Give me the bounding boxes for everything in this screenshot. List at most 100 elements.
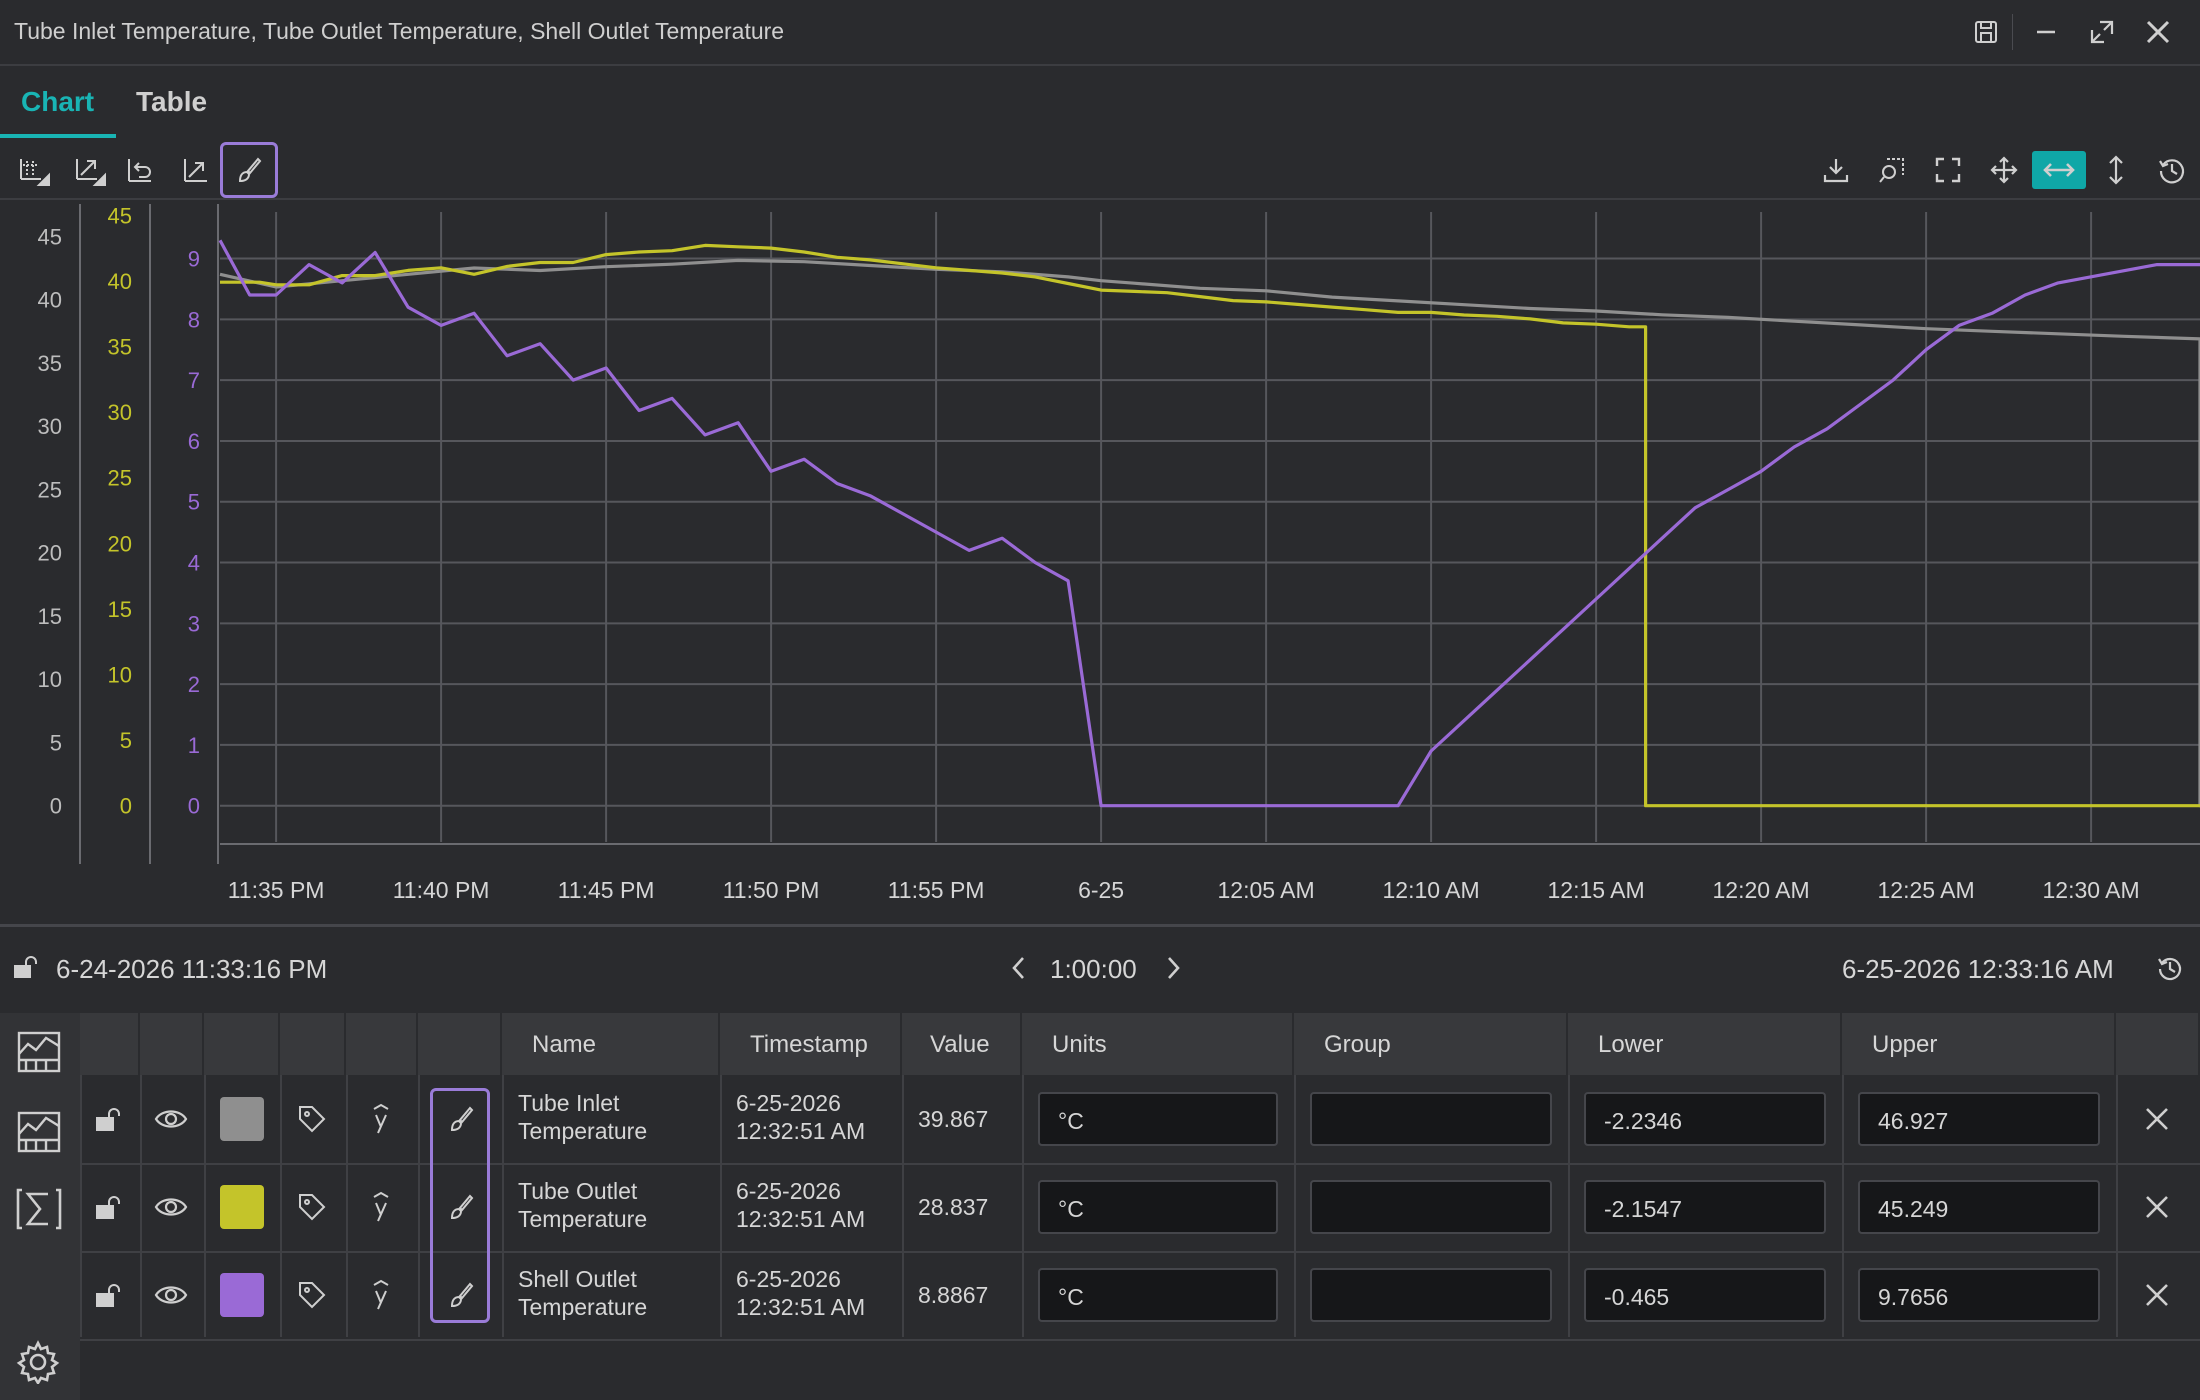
tab-chart[interactable]: Chart xyxy=(21,86,95,117)
header-upper[interactable]: Upper xyxy=(1842,1013,2116,1075)
chevron-right-icon[interactable] xyxy=(1160,954,1186,987)
estimate-icon[interactable] xyxy=(368,1191,394,1228)
chart-grid-icon[interactable] xyxy=(16,1110,62,1159)
header-timestamp[interactable]: Timestamp xyxy=(720,1013,902,1075)
units-field[interactable]: °C xyxy=(1038,1268,1278,1322)
group-field[interactable] xyxy=(1310,1268,1552,1322)
lower-field[interactable]: -2.2346 xyxy=(1584,1092,1826,1146)
value-cell: 28.837 xyxy=(918,1194,989,1220)
history-icon[interactable] xyxy=(2150,148,2194,192)
range-start[interactable]: 6-24-2026 11:33:16 PM xyxy=(56,954,328,984)
estimate-icon[interactable] xyxy=(368,1279,394,1316)
zoom-select-icon[interactable] xyxy=(1870,148,1914,192)
units-field[interactable]: °C xyxy=(1038,1180,1278,1234)
y-tick-label: 9 xyxy=(188,247,200,272)
tag-icon[interactable] xyxy=(296,1279,328,1316)
minimize-icon[interactable] xyxy=(2026,12,2066,52)
paint-brush-icon[interactable] xyxy=(446,1192,476,1227)
x-tick-label: 11:50 PM xyxy=(723,877,820,903)
lower-field[interactable]: -0.465 xyxy=(1584,1268,1826,1322)
column-divider xyxy=(1568,1075,1570,1337)
color-swatch[interactable] xyxy=(220,1273,264,1317)
header-units[interactable]: Units xyxy=(1022,1013,1294,1075)
group-field[interactable] xyxy=(1310,1092,1552,1146)
series-name-line2: Temperature xyxy=(518,1206,648,1232)
table-row xyxy=(80,1251,2200,1341)
chevron-left-icon[interactable] xyxy=(1006,954,1032,987)
paint-brush-icon[interactable] xyxy=(446,1280,476,1315)
timestamp-date: 6-25-2026 xyxy=(736,1090,841,1116)
eye-icon[interactable] xyxy=(154,1105,188,1138)
eye-icon[interactable] xyxy=(154,1193,188,1226)
y-tick-label: 8 xyxy=(188,307,200,332)
x-tick-label: 11:55 PM xyxy=(888,877,985,903)
header-name[interactable]: Name xyxy=(502,1013,720,1075)
fullscreen-icon[interactable] xyxy=(1926,148,1970,192)
header-remove xyxy=(2116,1013,2200,1075)
header-group[interactable]: Group xyxy=(1294,1013,1568,1075)
y-tick-label: 5 xyxy=(50,730,62,755)
color-swatch[interactable] xyxy=(220,1097,264,1141)
x-tick-label: 12:10 AM xyxy=(1383,877,1480,903)
remove-row-icon[interactable] xyxy=(2142,1280,2172,1315)
color-swatch[interactable] xyxy=(220,1185,264,1229)
tag-icon[interactable] xyxy=(296,1103,328,1140)
tab-table[interactable]: Table xyxy=(136,86,208,117)
settings-gear-icon[interactable] xyxy=(16,1340,60,1389)
header-lower-label: Lower xyxy=(1598,1031,1664,1058)
x-tick-label: 11:40 PM xyxy=(393,877,490,903)
vertical-zoom-icon[interactable] xyxy=(2094,148,2138,192)
lock-open-icon[interactable] xyxy=(12,954,38,985)
maximize-icon[interactable] xyxy=(2082,12,2122,52)
y-tick-label: 7 xyxy=(188,368,200,393)
paint-brush-tool-button[interactable] xyxy=(220,142,278,198)
remove-row-icon[interactable] xyxy=(2142,1104,2172,1139)
lower-field[interactable]: -2.1547 xyxy=(1584,1180,1826,1234)
y-tick-label: 45 xyxy=(108,203,132,228)
horizontal-zoom-icon[interactable] xyxy=(2032,151,2086,189)
header-upper-label: Upper xyxy=(1872,1031,1938,1058)
estimate-icon[interactable] xyxy=(368,1103,394,1140)
remove-row-icon[interactable] xyxy=(2142,1192,2172,1227)
header-value[interactable]: Value xyxy=(902,1013,1022,1075)
y-tick-label: 40 xyxy=(108,269,132,294)
upper-field[interactable]: 45.249 xyxy=(1858,1180,2100,1234)
refresh-history-icon[interactable] xyxy=(2156,954,2184,987)
value-cell: 39.867 xyxy=(918,1106,989,1132)
range-end[interactable]: 6-25-2026 12:33:16 AM xyxy=(1842,954,2114,984)
auto-scale-icon[interactable] xyxy=(68,148,112,192)
timestamp-time: 12:32:51 AM xyxy=(736,1206,866,1232)
units-field[interactable]: °C xyxy=(1038,1092,1278,1146)
close-icon[interactable] xyxy=(2138,12,2178,52)
y-tick-label: 1 xyxy=(188,733,200,758)
header-lower[interactable]: Lower xyxy=(1568,1013,1842,1075)
upper-field[interactable]: 46.927 xyxy=(1858,1092,2100,1146)
y-tick-label: 25 xyxy=(38,477,62,502)
paint-brush-icon[interactable] xyxy=(446,1104,476,1139)
upper-field[interactable]: 9.7656 xyxy=(1858,1268,2100,1322)
group-field[interactable] xyxy=(1310,1180,1552,1234)
fit-icon[interactable] xyxy=(174,148,218,192)
tag-icon[interactable] xyxy=(296,1191,328,1228)
header-units-label: Units xyxy=(1052,1031,1107,1058)
chart-canvas[interactable]: 11:35 PM 11:40 PM 11:45 PM 11:50 PM 11:55 PM… xyxy=(0,200,2200,924)
column-divider xyxy=(1022,1075,1024,1337)
grid-icon[interactable] xyxy=(12,148,56,192)
save-icon[interactable] xyxy=(1966,12,2006,52)
pan-icon[interactable] xyxy=(1982,148,2026,192)
x-tick-label: 12:20 AM xyxy=(1713,877,1810,903)
y-tick-label: 15 xyxy=(38,604,62,629)
y-tick-label: 10 xyxy=(108,663,132,688)
table-row xyxy=(80,1075,2200,1165)
x-tick-label: 12:30 AM xyxy=(2043,877,2140,903)
undo-zoom-icon[interactable] xyxy=(118,148,162,192)
lock-open-icon[interactable] xyxy=(94,1105,122,1138)
formula-icon[interactable] xyxy=(14,1186,64,1237)
eye-icon[interactable] xyxy=(154,1281,188,1314)
lock-open-icon[interactable] xyxy=(94,1193,122,1226)
chart-view-icon[interactable] xyxy=(16,1030,62,1079)
lock-open-icon[interactable] xyxy=(94,1281,122,1314)
y-tick-label: 35 xyxy=(38,351,62,376)
range-duration[interactable]: 1:00:00 xyxy=(1050,954,1137,984)
download-icon[interactable] xyxy=(1814,148,1858,192)
